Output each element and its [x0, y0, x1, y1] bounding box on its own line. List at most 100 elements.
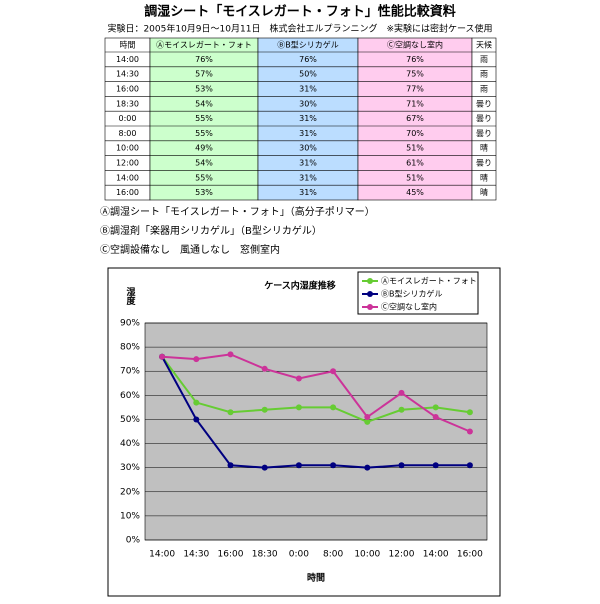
table-cell: 31% [299, 85, 317, 94]
x-axis-label: 時間 [307, 572, 325, 584]
y-tick-label: 90% [120, 319, 140, 329]
data-point [398, 462, 405, 469]
note: Ⓑ調湿剤「楽器用シリカゲル」（B型シリカゲル） [100, 224, 322, 237]
series-line [161, 356, 470, 469]
table-cell: 61% [406, 159, 424, 168]
table-cell: 77% [406, 85, 424, 94]
legend-label: ⒷB型シリカゲル [381, 289, 443, 299]
table-cell: 晴 [480, 172, 488, 182]
table-cell: 51% [406, 144, 424, 153]
x-tick-label: 16:00 [457, 550, 483, 560]
table-header: Ⓐモイスレガート・フォト [156, 40, 252, 50]
table-cell: 曇り [476, 159, 492, 168]
legend-label: Ⓒ空調なし室内 [381, 302, 437, 312]
column-bg [257, 37, 359, 201]
data-point [398, 389, 405, 396]
y-tick-label: 10% [120, 511, 140, 521]
table-cell: 45% [406, 188, 424, 197]
data-point [466, 409, 473, 416]
y-tick-label: 0% [126, 536, 141, 546]
table-cell: 67% [406, 114, 424, 123]
column-bg [104, 37, 151, 201]
x-tick-label: 8:00 [323, 550, 343, 560]
x-tick-label: 14:00 [149, 550, 175, 560]
data-point [193, 356, 200, 363]
data-point [432, 404, 439, 411]
table-cell: 曇り [476, 114, 492, 123]
x-tick-label: 16:00 [218, 550, 244, 560]
data-point [364, 414, 371, 421]
table-cell: 曇り [476, 129, 492, 138]
data-point [330, 368, 337, 375]
table-header: ⒷB型シリカゲル [277, 40, 339, 50]
data-point [261, 406, 268, 413]
table-cell: 76% [406, 55, 424, 64]
table-cell: 雨 [480, 85, 488, 94]
table-header: 天候 [476, 41, 492, 50]
table-cell: 71% [406, 99, 424, 108]
data-point [432, 462, 439, 469]
table-cell: 10:00 [116, 144, 139, 153]
table-cell: 76% [195, 55, 213, 64]
table-cell: 57% [195, 70, 213, 79]
data-point [364, 418, 371, 425]
x-tick-label: 0:00 [289, 550, 309, 560]
column-bg [149, 37, 259, 201]
table-cell: 51% [406, 173, 424, 182]
table-header: Ⓒ空調なし室内 [387, 40, 443, 50]
table-cell: 14:30 [116, 70, 139, 79]
data-point [330, 462, 337, 469]
y-tick-label: 60% [120, 391, 140, 401]
table-cell: 0:00 [119, 114, 137, 123]
table-cell: 31% [299, 129, 317, 138]
table-cell: 31% [299, 114, 317, 123]
y-tick-label: 70% [120, 367, 140, 377]
data-point [193, 416, 200, 423]
data-point [295, 404, 302, 411]
table-cell: 雨 [480, 55, 488, 64]
plot-area [144, 322, 488, 541]
note: Ⓐ調湿シート「モイスレガート・フォト」（高分子ポリマー） [100, 205, 375, 218]
table-cell: 18:30 [116, 99, 139, 108]
table-cell: 70% [406, 129, 424, 138]
note: Ⓒ空調設備なし 風通しなし 窓側室内 [100, 243, 280, 256]
table-cell: 雨 [480, 70, 488, 79]
table-cell: 8:00 [119, 129, 137, 138]
y-tick-label: 20% [120, 487, 140, 497]
legend-label: Ⓐモイスレガート・フォト [381, 276, 477, 286]
table-cell: 53% [195, 85, 213, 94]
data-point [432, 414, 439, 421]
y-tick-label: 40% [120, 439, 140, 449]
table-cell: 76% [299, 55, 317, 64]
table-cell: 30% [299, 99, 317, 108]
data-point [227, 462, 234, 469]
table-header: 時間 [120, 41, 136, 50]
data-point [398, 406, 405, 413]
chart-title: ケース内湿度推移 [264, 280, 336, 292]
y-tick-label: 80% [120, 343, 140, 353]
table-cell: 16:00 [116, 85, 139, 94]
data-point [227, 351, 234, 358]
table-cell: 12:00 [116, 159, 139, 168]
data-point [261, 365, 268, 372]
table-cell: 31% [299, 188, 317, 197]
data-point [466, 428, 473, 435]
data-point [295, 375, 302, 382]
table-cell: 14:00 [116, 173, 139, 182]
data-point [159, 353, 166, 360]
table-cell: 31% [299, 159, 317, 168]
series-line [162, 353, 471, 433]
table-cell: 53% [195, 188, 213, 197]
table-cell: 50% [299, 70, 317, 79]
title: 調湿シート「モイスレガート・フォト」性能比較資料 [144, 4, 456, 20]
table-cell: 55% [195, 129, 213, 138]
x-tick-label: 14:00 [423, 550, 449, 560]
table-cell: 14:00 [116, 55, 139, 64]
x-tick-label: 12:00 [389, 550, 415, 560]
data-point [295, 462, 302, 469]
table-cell: 曇り [476, 99, 492, 108]
table-cell: 54% [195, 159, 213, 168]
x-tick-label: 18:30 [252, 550, 278, 560]
